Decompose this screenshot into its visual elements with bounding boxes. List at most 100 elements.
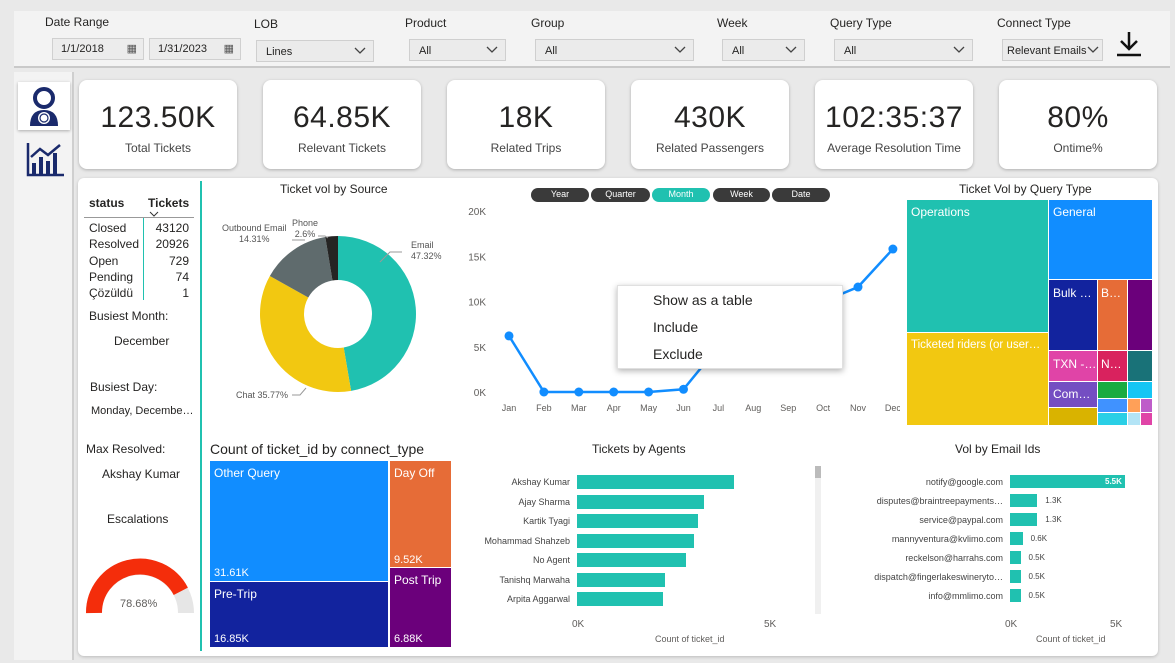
tickets-cell[interactable]: 43120	[155, 221, 189, 235]
donut-slice-outbound-email[interactable]	[269, 237, 333, 298]
chart-icon[interactable]	[26, 141, 66, 177]
bar[interactable]	[1010, 532, 1023, 545]
treemap-cell-other-query[interactable]: Other Query 31.61K	[210, 461, 388, 581]
bar[interactable]	[577, 592, 664, 606]
donut-label-outbound: Outbound Email 14.31%	[222, 223, 287, 245]
treemap-cell-com[interactable]: Com…	[1049, 382, 1097, 407]
cell-label: Day Off	[394, 466, 435, 480]
download-icon[interactable]	[1115, 30, 1143, 58]
tickets-cell[interactable]: 20926	[155, 237, 189, 252]
treemap-cell-small[interactable]	[1098, 399, 1127, 412]
drill-button-quarter[interactable]: Quarter	[591, 188, 650, 202]
data-point[interactable]	[539, 387, 549, 397]
data-point[interactable]	[644, 387, 654, 397]
treemap-cell-small[interactable]	[1141, 399, 1152, 412]
treemap-cell-n[interactable]: N…	[1098, 351, 1127, 381]
drill-button-week[interactable]: Week	[713, 188, 770, 202]
bar[interactable]	[1010, 570, 1021, 583]
context-menu: Show as a table Include Exclude	[617, 285, 843, 369]
treemap-cell-purple[interactable]	[1128, 280, 1152, 350]
treemap-cell-ticketed[interactable]: Ticketed riders (or user…	[907, 333, 1048, 425]
treemap-cell-small[interactable]	[1128, 399, 1140, 412]
status-cell[interactable]: Resolved	[89, 237, 140, 252]
nav-item-agents[interactable]	[18, 82, 70, 130]
tickets-header[interactable]: Tickets	[148, 196, 190, 210]
cell-label: Post Trip	[394, 573, 442, 587]
treemap-cell-small[interactable]	[1128, 413, 1140, 425]
treemap-cell-small[interactable]	[1128, 382, 1152, 398]
bar[interactable]	[577, 494, 704, 509]
data-point[interactable]	[679, 384, 688, 394]
bar[interactable]	[577, 553, 687, 567]
treemap-cell-general[interactable]: General	[1049, 200, 1152, 279]
data-point[interactable]	[609, 387, 619, 397]
treemap-cell-b[interactable]: B…	[1098, 280, 1127, 350]
group-dropdown[interactable]: All	[535, 39, 694, 61]
query-type-treemap[interactable]: Operations General Ticketed riders (or u…	[907, 200, 1157, 425]
donut-slice-phone[interactable]	[325, 236, 338, 281]
treemap-cell-small[interactable]	[1098, 413, 1127, 425]
treemap-cell-small[interactable]	[1098, 382, 1127, 398]
source-donut-chart[interactable]	[210, 200, 470, 415]
date-start-input[interactable]: 1/1/2018 ▦	[52, 38, 144, 60]
bar[interactable]	[1010, 551, 1021, 564]
data-label: 1.3K	[1045, 496, 1062, 505]
week-dropdown[interactable]: All	[722, 39, 805, 61]
status-header[interactable]: status	[89, 196, 125, 210]
tickets-cell[interactable]: 729	[168, 253, 189, 268]
connect-type-treemap[interactable]: Other Query 31.61K Day Off 9.52K Pre-Trip 1…	[210, 461, 451, 647]
status-cell[interactable]: Pending	[89, 269, 134, 284]
data-point[interactable]	[888, 244, 898, 254]
treemap-cell-small[interactable]	[1049, 408, 1097, 425]
calendar-icon[interactable]: ▦	[126, 43, 137, 55]
date-end-input[interactable]: 1/31/2023 ▦	[149, 38, 241, 60]
status-cell[interactable]: Closed	[89, 221, 127, 235]
scrollbar[interactable]	[815, 466, 821, 614]
treemap-cell-bulk[interactable]: Bulk …	[1049, 280, 1097, 350]
calendar-icon[interactable]: ▦	[223, 43, 234, 55]
query-type-dropdown[interactable]: All	[834, 39, 973, 61]
status-cell[interactable]: Çözüldü	[89, 286, 134, 301]
connect-type-label: Connect Type	[997, 16, 1071, 30]
x-axis-label: Count of ticket_id	[1036, 634, 1106, 644]
data-point[interactable]	[574, 387, 584, 397]
connect-type-dropdown[interactable]: Relevant Emails	[1002, 39, 1103, 61]
bar[interactable]	[577, 572, 666, 587]
treemap-cell-day-off[interactable]: Day Off 9.52K	[390, 461, 451, 567]
tickets-cell[interactable]: 74	[175, 269, 189, 284]
treemap-cell-pre-trip[interactable]: Pre-Trip 16.85K	[210, 582, 388, 647]
x-tick: Sep	[780, 403, 796, 413]
data-point[interactable]	[504, 331, 514, 341]
lob-value: Lines	[266, 46, 293, 58]
x-tick: 0K	[572, 619, 585, 630]
bar[interactable]	[577, 533, 695, 548]
menu-item-include[interactable]: Include	[653, 319, 699, 335]
bar[interactable]	[1010, 589, 1021, 602]
treemap-cell-teal-dark[interactable]	[1128, 351, 1152, 381]
lob-dropdown[interactable]: Lines	[256, 40, 374, 62]
product-dropdown[interactable]: All	[409, 39, 506, 61]
bar[interactable]	[1010, 513, 1038, 526]
drill-button-month[interactable]: Month	[652, 188, 710, 202]
treemap-cell-txn[interactable]: TXN -…	[1049, 351, 1097, 381]
menu-item-exclude[interactable]: Exclude	[653, 346, 703, 362]
menu-item-show-table[interactable]: Show as a table	[653, 292, 753, 308]
bar[interactable]	[577, 475, 735, 489]
status-cell[interactable]: Open	[89, 253, 119, 268]
label-pct: 14.31%	[239, 234, 270, 244]
treemap-cell-operations[interactable]: Operations	[907, 200, 1048, 332]
donut-slice-chat[interactable]	[260, 276, 352, 392]
bar[interactable]	[577, 514, 698, 528]
treemap-cell-small[interactable]	[1141, 413, 1152, 425]
sort-down-icon[interactable]	[149, 211, 159, 217]
data-point[interactable]	[853, 282, 863, 292]
donut-label-email: Email 47.32%	[411, 240, 442, 262]
drill-button-year[interactable]: Year	[531, 188, 589, 202]
donut-slice-email[interactable]	[338, 236, 416, 391]
bar[interactable]	[1010, 475, 1125, 488]
donut-title: Ticket vol by Source	[280, 182, 388, 196]
tickets-cell[interactable]: 1	[182, 286, 189, 301]
drill-button-date[interactable]: Date	[772, 188, 830, 202]
bar[interactable]	[1010, 494, 1038, 507]
treemap-cell-post-trip[interactable]: Post Trip 6.88K	[390, 568, 451, 647]
